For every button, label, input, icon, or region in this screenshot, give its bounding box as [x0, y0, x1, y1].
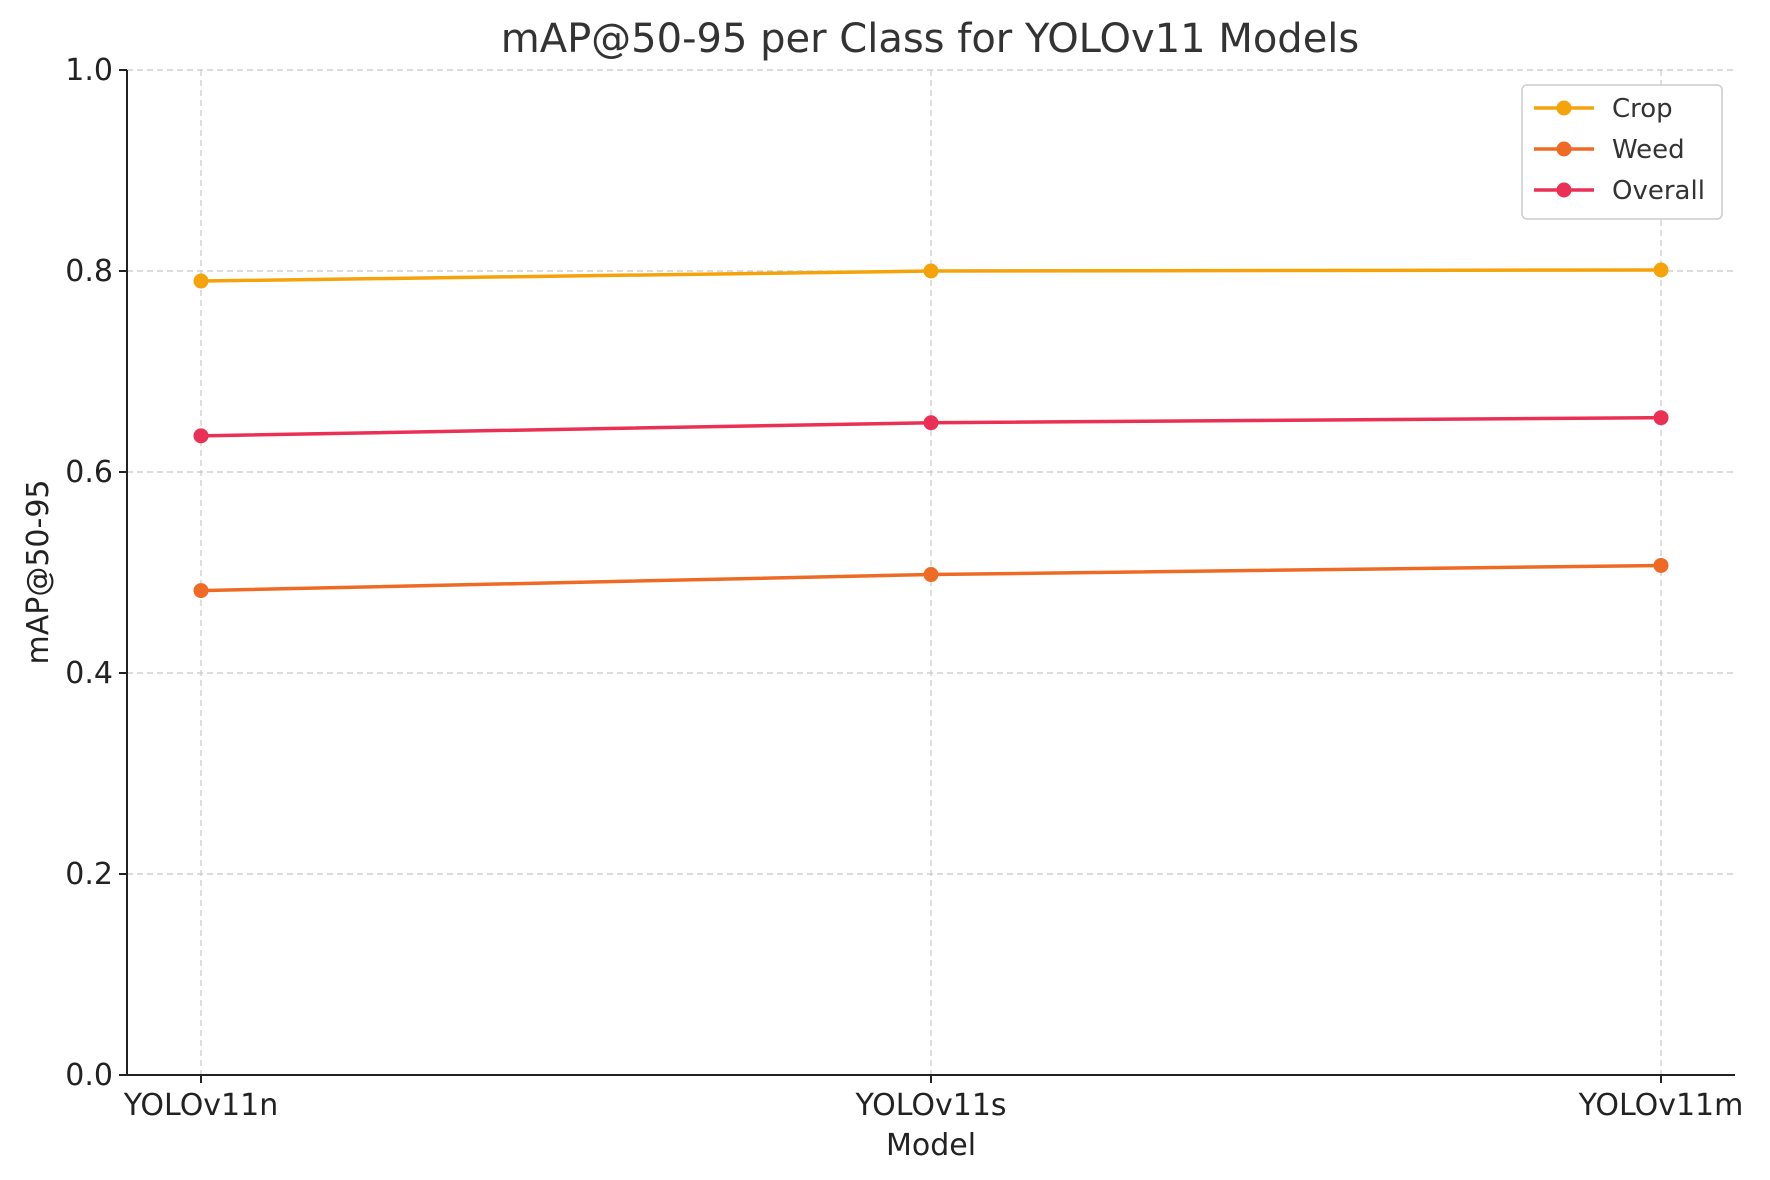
- legend-marker-overall: [1556, 182, 1572, 198]
- legend-box: [1521, 84, 1723, 220]
- data-point-weed: [193, 583, 209, 599]
- data-point-crop: [193, 273, 209, 289]
- y-tick-label: 0.2: [65, 857, 113, 892]
- legend-label-crop: Crop: [1612, 94, 1673, 124]
- x-tick-label: YOLOv11m: [1578, 1088, 1744, 1123]
- chart-title: mAP@50-95 per Class for YOLOv11 Models: [501, 16, 1360, 62]
- data-point-weed: [1653, 557, 1669, 573]
- y-tick-label: 0.4: [65, 656, 113, 691]
- y-tick-label: 0.8: [65, 254, 113, 289]
- legend-marker-weed: [1556, 141, 1572, 157]
- legend: Crop Weed Overall: [1521, 84, 1723, 220]
- legend-label-weed: Weed: [1612, 135, 1685, 165]
- data-point-overall: [1653, 410, 1669, 426]
- data-point-crop: [923, 263, 939, 279]
- data-point-overall: [193, 428, 209, 444]
- y-axis-title: mAP@50-95: [21, 479, 56, 664]
- legend-marker-crop: [1556, 100, 1572, 116]
- x-axis-ticks: YOLOv11n YOLOv11s YOLOv11m: [123, 1075, 1744, 1123]
- legend-label-overall: Overall: [1612, 176, 1705, 206]
- x-tick-label: YOLOv11n: [123, 1088, 279, 1123]
- data-point-overall: [923, 415, 939, 431]
- x-tick-label: YOLOv11s: [854, 1088, 1006, 1123]
- x-axis-title: Model: [886, 1128, 976, 1163]
- y-tick-label: 0.0: [65, 1058, 113, 1093]
- data-point-weed: [923, 567, 939, 583]
- y-tick-label: 1.0: [65, 53, 113, 88]
- series-layer: [193, 262, 1669, 599]
- data-point-crop: [1653, 262, 1669, 278]
- y-axis-ticks: 0.0 0.2 0.4 0.6 0.8 1.0: [65, 53, 127, 1093]
- y-tick-label: 0.6: [65, 455, 113, 490]
